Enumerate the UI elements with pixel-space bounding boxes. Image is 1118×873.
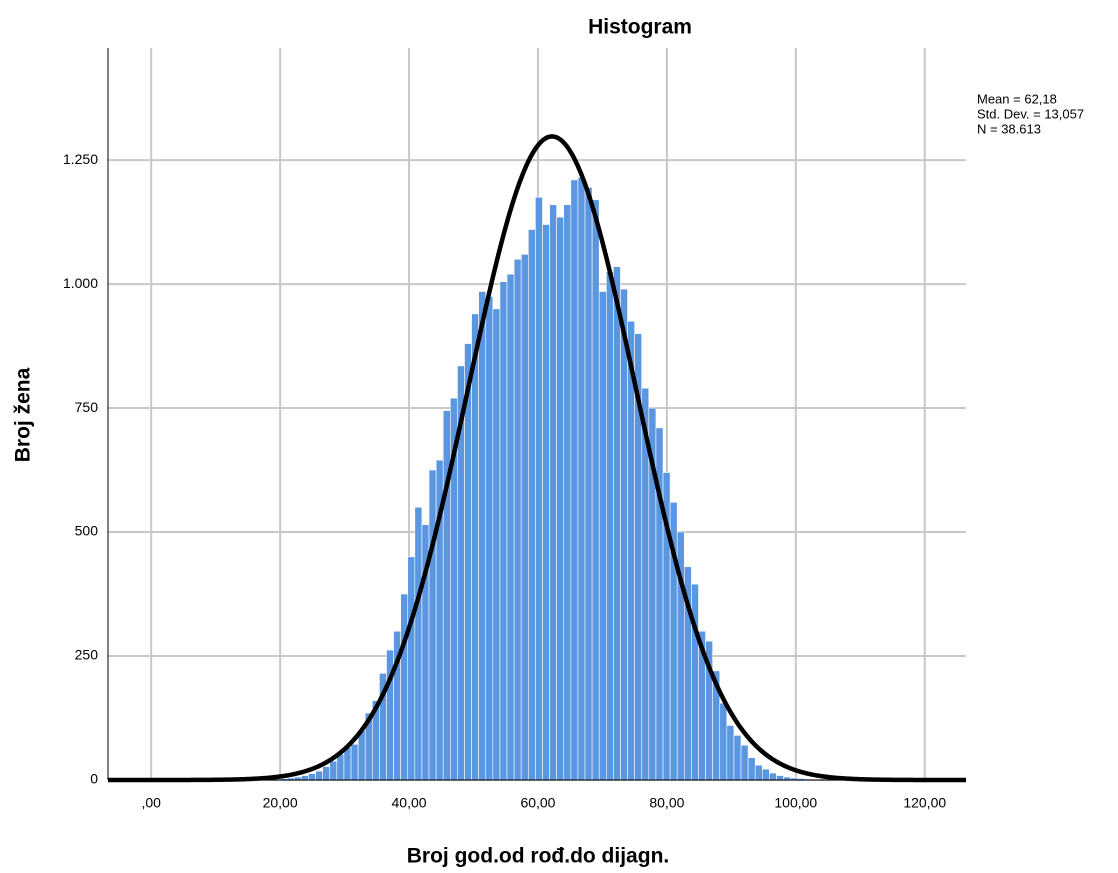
bar [499, 281, 508, 781]
stats-text: Mean = 62,18 [977, 91, 1057, 106]
bar [308, 773, 316, 781]
stats-text: Std. Dev. = 13,057 [977, 106, 1084, 121]
bar [400, 593, 409, 781]
bar [591, 199, 600, 781]
bar [598, 291, 607, 781]
bar [357, 730, 366, 781]
bar [769, 772, 777, 781]
bar [754, 764, 763, 781]
x-axis-label: Broj god.od rođ.do dijagn. [407, 845, 669, 868]
bar [726, 725, 735, 781]
y-tick-label: 1.000 [63, 275, 98, 291]
stats-text: N = 38.613 [977, 121, 1041, 136]
bar [506, 273, 515, 781]
bar [343, 746, 352, 781]
bar [719, 702, 728, 781]
bar [336, 753, 345, 781]
x-tick-label: ,00 [141, 795, 161, 811]
bar [471, 313, 479, 781]
bar [627, 320, 635, 781]
bar [570, 179, 579, 781]
y-axis-label: Broj žena [12, 367, 35, 462]
bar [322, 766, 331, 781]
bar [747, 757, 756, 781]
bar [350, 743, 359, 781]
bar [315, 770, 323, 781]
y-tick-label: 750 [75, 399, 99, 415]
bar [414, 506, 423, 781]
bar [407, 556, 416, 781]
bar [535, 196, 543, 781]
x-tick-label: 40,00 [392, 795, 427, 811]
bar [301, 775, 309, 781]
bar [761, 768, 770, 781]
bar [329, 760, 338, 781]
y-tick-label: 1.250 [63, 151, 98, 167]
x-tick-label: 100,00 [774, 795, 817, 811]
bar [542, 224, 550, 781]
bar [620, 288, 628, 781]
bar [556, 216, 565, 781]
x-tick-label: 120,00 [903, 795, 946, 811]
x-tick-label: 20,00 [263, 795, 298, 811]
bar [549, 204, 557, 781]
bar [428, 469, 437, 781]
bar [733, 735, 742, 781]
bar [740, 744, 749, 781]
y-tick-label: 500 [75, 523, 99, 539]
x-tick-label: 60,00 [520, 795, 555, 811]
bar [584, 187, 593, 781]
bar [478, 291, 487, 781]
bar [563, 204, 572, 781]
bar [520, 254, 529, 781]
y-tick-label: 0 [90, 771, 98, 787]
bar [485, 296, 494, 781]
bar [492, 308, 501, 781]
bar [776, 775, 784, 781]
bar [605, 271, 614, 781]
bar [613, 266, 621, 781]
bar [513, 258, 522, 781]
x-tick-label: 80,00 [649, 795, 684, 811]
normal-curve [108, 134, 966, 783]
bar [527, 229, 536, 781]
chart-title: Histogram [588, 16, 692, 39]
y-tick-label: 250 [75, 647, 99, 663]
bar [577, 177, 586, 781]
